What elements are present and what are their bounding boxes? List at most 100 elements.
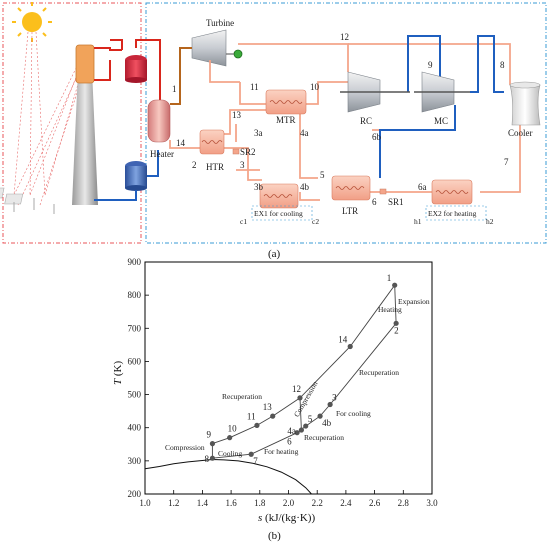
state-point-label-12: 12	[292, 384, 301, 394]
state-12: 12	[340, 32, 349, 42]
state-point-3	[327, 401, 333, 408]
state-1: 1	[172, 84, 177, 94]
y-tick-label: 300	[128, 456, 142, 466]
x-axis-title: s (kJ/(kg·K))	[258, 512, 315, 524]
htr: HTR	[199, 129, 225, 172]
sr1-splitter: SR1	[379, 188, 404, 207]
state-point-label-2: 2	[394, 325, 399, 335]
y-axis-symbol: T	[112, 378, 124, 385]
hot-salt-loop	[94, 39, 161, 100]
state-4b: 4b	[300, 182, 310, 192]
state-point-label-7: 7	[253, 456, 258, 466]
h2-label: h2	[486, 217, 494, 226]
y-tick-label: 600	[128, 356, 142, 366]
annotation-recuperation-high: Recuperation	[359, 368, 399, 377]
state-point-5	[303, 423, 309, 429]
state-point-label-14: 14	[338, 335, 348, 345]
y-ticks: 200 300 400 500 600 700 800 900	[128, 257, 149, 499]
state-point-labels: 1 2 3 3a 3b 4a 4b 5 6 6a 6b 7 8 9 10 11 …	[172, 32, 509, 207]
y-tick-label: 700	[128, 323, 142, 333]
ts-diagram: 1.0 1.2 1.4 1.6 1.8 2.0 2.2 2.4 2.6 2.8 3.0 200 300…	[112, 257, 438, 542]
state-point-10	[227, 435, 233, 441]
state-point-6	[294, 430, 300, 436]
state-point-13	[270, 413, 276, 419]
solar-subsystem-frame	[2, 2, 142, 244]
state-5: 5	[320, 170, 325, 180]
x-tick-label: 1.4	[197, 498, 209, 508]
annotation-heating: Heating	[378, 305, 402, 314]
hot-tank	[125, 55, 147, 83]
c2-label: c2	[312, 217, 319, 226]
sr2-label: SR2	[240, 147, 256, 157]
state-3a: 3a	[254, 128, 263, 138]
state-6: 6	[372, 197, 377, 207]
cold-salt-loop	[94, 150, 159, 201]
state-point-1	[392, 282, 398, 288]
state-point-label-9: 9	[206, 430, 211, 440]
state-11: 11	[250, 82, 259, 92]
state-6b: 6b	[372, 132, 382, 142]
ex2-label: EX2 for heating	[428, 209, 477, 218]
recompression-loop	[379, 35, 504, 178]
x-tick-label: 1.6	[225, 498, 237, 508]
cooler-label: Cooler	[508, 128, 533, 138]
y-tick-label: 900	[128, 257, 142, 267]
annotation-for-cooling: For cooling	[336, 409, 371, 418]
x-tick-label: 2.6	[369, 498, 381, 508]
panel-a-schematic: Heater Turbine	[0, 2, 547, 260]
state-10: 10	[310, 82, 320, 92]
x-ticks: 1.0 1.2 1.4 1.6 1.8 2.0 2.2 2.4 2.6 2.8 3.0	[139, 490, 438, 508]
state-point-label-10: 10	[228, 424, 238, 434]
ex1: EX1 for cooling	[251, 183, 313, 221]
state-point-label-13: 13	[263, 402, 273, 412]
y-tick-label: 500	[128, 390, 142, 400]
annotation-cooling: Cooling	[218, 449, 242, 458]
heliostat-field	[0, 187, 55, 214]
state-point-label-3: 3	[332, 393, 337, 403]
panel-a-caption: (a)	[268, 248, 281, 260]
annotation-for-heating: For heating	[264, 447, 299, 456]
state-13: 13	[232, 110, 242, 120]
state-point-4a	[298, 427, 305, 433]
x-tick-label: 1.2	[168, 498, 179, 508]
state-7: 7	[504, 157, 509, 167]
state-point-label-5: 5	[308, 414, 313, 424]
x-tick-label: 2.0	[283, 498, 295, 508]
power-cycle-frame	[145, 2, 547, 244]
state-point-14	[347, 343, 353, 350]
state-point-9	[209, 441, 216, 447]
y-tick-label: 200	[128, 489, 142, 499]
mtr-label: MTR	[276, 115, 296, 125]
annotation-expansion: Expansion	[398, 297, 430, 306]
c1-label: c1	[240, 217, 247, 226]
state-point-label-6: 6	[287, 437, 292, 447]
state-8: 8	[500, 60, 505, 70]
ltr-label: LTR	[342, 206, 358, 216]
sun-icon	[12, 2, 52, 42]
heater-label: Heater	[150, 149, 174, 159]
y-tick-label: 800	[128, 290, 142, 300]
state-point-label-8: 8	[204, 454, 209, 464]
sr1-label: SR1	[388, 197, 404, 207]
y-tick-label: 400	[128, 423, 142, 433]
annotation-recuperation-mid: Recuperation	[222, 392, 262, 401]
ex1-label: EX1 for cooling	[254, 209, 303, 218]
mc-label: MC	[434, 116, 448, 126]
rc-label: RC	[360, 116, 372, 126]
annotation-compression-mc: Compression	[165, 443, 205, 452]
sr2-splitter: SR2	[232, 147, 256, 157]
ex2: EX2 for heating	[425, 179, 487, 221]
state-3b: 3b	[254, 182, 264, 192]
state-point-8	[209, 455, 216, 461]
x-tick-label: 2.4	[340, 498, 352, 508]
turbine-label: Turbine	[206, 18, 234, 28]
state-3: 3	[240, 160, 245, 170]
h1-label: h1	[414, 217, 422, 226]
ltr: LTR	[331, 175, 371, 216]
state-point-11	[254, 422, 260, 428]
state-point-label-1: 1	[387, 273, 392, 283]
x-axis-symbol: s	[258, 512, 262, 524]
turbine-inlet-line	[170, 47, 192, 105]
panel-b-caption: (b)	[268, 530, 281, 542]
